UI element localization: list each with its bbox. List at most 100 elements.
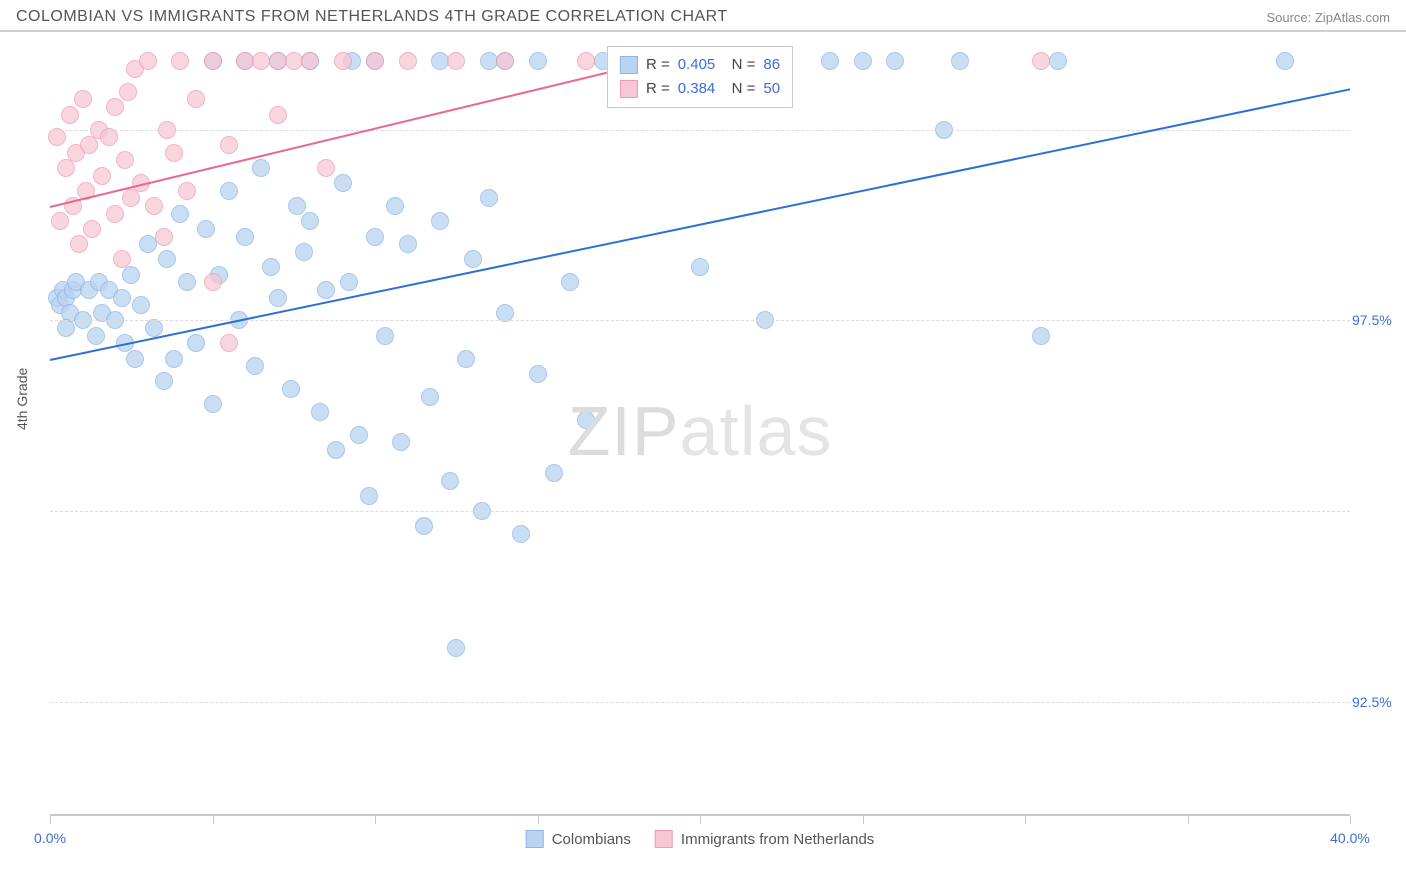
- data-point: [171, 205, 189, 223]
- data-point: [83, 220, 101, 238]
- legend-swatch-icon: [620, 56, 638, 74]
- y-tick-label: 97.5%: [1352, 312, 1400, 328]
- data-point: [87, 327, 105, 345]
- x-tick: [375, 816, 376, 824]
- data-point: [100, 128, 118, 146]
- data-point: [295, 243, 313, 261]
- data-point: [529, 365, 547, 383]
- data-point: [1276, 52, 1294, 70]
- data-point: [1032, 327, 1050, 345]
- data-point: [187, 90, 205, 108]
- x-tick: [1025, 816, 1026, 824]
- data-point: [821, 52, 839, 70]
- data-point: [122, 266, 140, 284]
- data-point: [301, 52, 319, 70]
- data-point: [155, 228, 173, 246]
- chart-title: COLOMBIAN VS IMMIGRANTS FROM NETHERLANDS…: [16, 8, 728, 26]
- plot-layer: [50, 46, 1350, 816]
- data-point: [106, 205, 124, 223]
- x-tick: [863, 816, 864, 824]
- data-point: [480, 189, 498, 207]
- data-point: [57, 319, 75, 337]
- grid-line: [50, 320, 1350, 321]
- data-point: [366, 228, 384, 246]
- data-point: [48, 128, 66, 146]
- grid-line: [50, 702, 1350, 703]
- x-tick-label: 0.0%: [34, 830, 66, 846]
- data-point: [197, 220, 215, 238]
- data-point: [262, 258, 280, 276]
- data-point: [51, 212, 69, 230]
- x-tick: [213, 816, 214, 824]
- x-tick: [1188, 816, 1189, 824]
- data-point: [113, 289, 131, 307]
- chart-area: ZIPatlas R = 0.405 N = 86R = 0.384 N = 5…: [50, 46, 1350, 816]
- data-point: [376, 327, 394, 345]
- data-point: [415, 517, 433, 535]
- data-point: [220, 136, 238, 154]
- data-point: [340, 273, 358, 291]
- legend-swatch-icon: [526, 830, 544, 848]
- data-point: [392, 433, 410, 451]
- legend-item: Immigrants from Netherlands: [655, 830, 874, 848]
- data-point: [139, 52, 157, 70]
- data-point: [366, 52, 384, 70]
- data-point: [1049, 52, 1067, 70]
- data-point: [145, 319, 163, 337]
- legend-swatch-icon: [655, 830, 673, 848]
- stats-row: R = 0.405 N = 86: [620, 53, 780, 77]
- chart-header: COLOMBIAN VS IMMIGRANTS FROM NETHERLANDS…: [0, 0, 1406, 32]
- x-tick: [1350, 816, 1351, 824]
- data-point: [145, 197, 163, 215]
- data-point: [951, 52, 969, 70]
- data-point: [178, 273, 196, 291]
- data-point: [187, 334, 205, 352]
- data-point: [577, 52, 595, 70]
- legend-label: Immigrants from Netherlands: [681, 831, 874, 848]
- stats-row: R = 0.384 N = 50: [620, 77, 780, 101]
- stats-n-label: N =: [723, 77, 755, 101]
- data-point: [512, 525, 530, 543]
- data-point: [1032, 52, 1050, 70]
- stats-r-label: R =: [646, 53, 670, 77]
- data-point: [57, 159, 75, 177]
- data-point: [80, 136, 98, 154]
- data-point: [116, 151, 134, 169]
- stats-n-value: 50: [763, 77, 780, 101]
- data-point: [447, 52, 465, 70]
- data-point: [386, 197, 404, 215]
- data-point: [74, 90, 92, 108]
- data-point: [447, 639, 465, 657]
- data-point: [165, 144, 183, 162]
- stats-r-value: 0.384: [678, 77, 716, 101]
- data-point: [269, 289, 287, 307]
- data-point: [158, 250, 176, 268]
- stats-n-value: 86: [763, 53, 780, 77]
- y-axis-label: 4th Grade: [14, 368, 30, 430]
- data-point: [113, 250, 131, 268]
- data-point: [171, 52, 189, 70]
- data-point: [529, 52, 547, 70]
- data-point: [204, 273, 222, 291]
- data-point: [360, 487, 378, 505]
- data-point: [350, 426, 368, 444]
- data-point: [220, 182, 238, 200]
- data-point: [204, 52, 222, 70]
- data-point: [236, 228, 254, 246]
- data-point: [122, 189, 140, 207]
- data-point: [334, 52, 352, 70]
- data-point: [70, 235, 88, 253]
- data-point: [220, 334, 238, 352]
- legend-item: Colombians: [526, 830, 631, 848]
- series-legend: Colombians Immigrants from Netherlands: [526, 830, 875, 848]
- x-tick: [50, 816, 51, 824]
- stats-r-label: R =: [646, 77, 670, 101]
- data-point: [178, 182, 196, 200]
- data-point: [691, 258, 709, 276]
- data-point: [126, 350, 144, 368]
- data-point: [139, 235, 157, 253]
- stats-legend: R = 0.405 N = 86R = 0.384 N = 50: [607, 46, 793, 108]
- data-point: [165, 350, 183, 368]
- stats-n-label: N =: [723, 53, 755, 77]
- data-point: [496, 52, 514, 70]
